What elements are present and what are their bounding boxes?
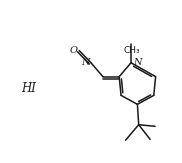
Text: N: N (81, 58, 90, 67)
Text: N: N (133, 58, 142, 67)
Text: HI: HI (21, 82, 36, 95)
Text: CH₃: CH₃ (123, 46, 140, 55)
Text: O: O (70, 46, 78, 55)
